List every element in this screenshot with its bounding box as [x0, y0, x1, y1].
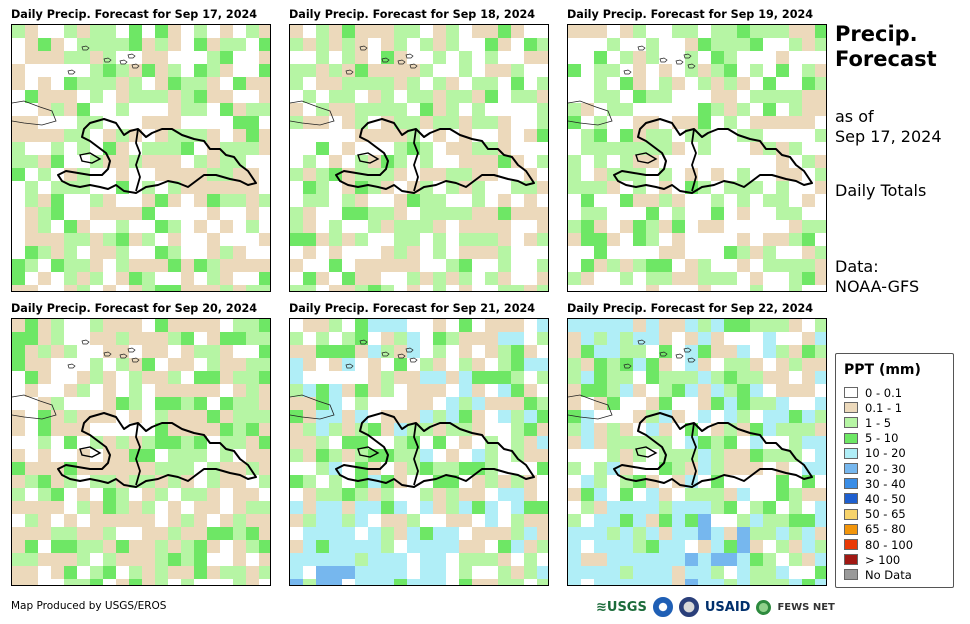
- country-border: [691, 128, 697, 192]
- agency-logos: ≋USGS USAID FEWS NET: [596, 596, 835, 618]
- country-border: [413, 128, 419, 192]
- legend-item: 65 - 80: [844, 522, 906, 537]
- noaa-logo-icon: [652, 597, 673, 617]
- legend-swatch: [844, 493, 858, 505]
- hispaniola-outline: [57, 118, 257, 194]
- legend-item: 1 - 5: [844, 415, 891, 430]
- forecast-title-line1: Precip.: [835, 22, 918, 46]
- legend-swatch: [844, 539, 858, 550]
- forecast-title-line2: Forecast: [835, 47, 937, 71]
- legend-item: 20 - 30: [844, 461, 906, 476]
- legend-item: 5 - 10: [844, 431, 898, 446]
- legend-swatch: [844, 523, 858, 535]
- hispaniola-outline: [613, 118, 813, 194]
- legend-label: 0 - 0.1: [865, 385, 903, 400]
- legend-item: 80 - 100: [844, 537, 913, 552]
- legend-label: 0.1 - 1: [865, 400, 903, 415]
- as-of-label: as of: [835, 107, 874, 126]
- usgs-logo: ≋USGS: [596, 599, 647, 615]
- daily-totals-label: Daily Totals: [835, 181, 927, 200]
- legend-item: > 100: [844, 552, 900, 567]
- panel-title-sep21: Daily Precip. Forecast for Sep 21, 2024: [289, 302, 536, 315]
- legend-swatch: [844, 554, 858, 566]
- legend-swatch: [844, 463, 858, 474]
- forecast-title: Precip. Forecast: [835, 22, 937, 72]
- panel-title-sep18: Daily Precip. Forecast for Sep 18, 2024: [289, 8, 536, 21]
- country-border: [413, 422, 419, 486]
- country-border: [691, 422, 697, 486]
- legend-swatch: [844, 478, 858, 490]
- precip-map-sep17: [12, 25, 270, 291]
- legend-label: 65 - 80: [865, 522, 906, 537]
- legend-label: 30 - 40: [865, 476, 906, 491]
- legend-swatch: [844, 447, 858, 459]
- legend-label: 10 - 20: [865, 446, 906, 461]
- data-source: Data: NOAA-GFS: [835, 257, 919, 297]
- fews-net-globe-icon: [756, 599, 772, 615]
- map-panel-sep19: [567, 24, 827, 292]
- legend-label: 20 - 30: [865, 461, 906, 476]
- legend-item: 30 - 40: [844, 476, 906, 491]
- map-panel-sep17: [11, 24, 271, 292]
- legend-item: 40 - 50: [844, 491, 906, 506]
- legend-swatch: [844, 417, 858, 429]
- country-border: [135, 128, 141, 192]
- hispaniola-outline: [613, 412, 813, 488]
- map-panel-sep20: [11, 318, 271, 586]
- legend-item: 50 - 65: [844, 507, 906, 522]
- legend-label: 40 - 50: [865, 491, 906, 506]
- legend-label: No Data: [865, 567, 912, 582]
- legend-label: 1 - 5: [865, 415, 892, 430]
- as-of-date: as of Sep 17, 2024: [835, 107, 942, 147]
- legend-item: No Data: [844, 567, 912, 582]
- precip-map-sep22: [568, 319, 826, 585]
- precip-map-sep21: [290, 319, 548, 585]
- map-panel-sep21: [289, 318, 549, 586]
- legend-swatch: [844, 402, 858, 414]
- legend-swatch: [844, 508, 858, 520]
- map-panel-sep22: [567, 318, 827, 586]
- panel-title-sep19: Daily Precip. Forecast for Sep 19, 2024: [567, 8, 814, 21]
- panel-title-sep22: Daily Precip. Forecast for Sep 22, 2024: [567, 302, 814, 315]
- legend-item: 10 - 20: [844, 446, 906, 461]
- panel-title-sep20: Daily Precip. Forecast for Sep 20, 2024: [11, 302, 258, 315]
- precip-map-sep20: [12, 319, 270, 585]
- fews-net-logo: FEWS NET: [777, 601, 835, 613]
- usaid-logo: USAID: [704, 599, 751, 615]
- legend-swatch: [844, 387, 858, 398]
- map-panel-sep18: [289, 24, 549, 292]
- country-border: [135, 422, 141, 486]
- precip-map-sep19: [568, 25, 826, 291]
- legend-swatch: [844, 432, 858, 444]
- legend-swatch: [844, 569, 858, 581]
- data-source-label: Data:: [835, 257, 879, 276]
- panel-title-sep17: Daily Precip. Forecast for Sep 17, 2024: [11, 8, 258, 21]
- legend-label: 5 - 10: [865, 431, 899, 446]
- state-dept-seal-icon: [678, 597, 699, 617]
- legend-item: 0.1 - 1: [844, 400, 902, 415]
- legend-item: 0 - 0.1: [844, 385, 902, 400]
- legend-title: PPT (mm): [844, 362, 921, 378]
- legend-label: 80 - 100: [865, 537, 914, 552]
- data-source-value: NOAA-GFS: [835, 277, 920, 296]
- hispaniola-outline: [335, 118, 535, 194]
- legend-label: > 100: [865, 552, 901, 567]
- hispaniola-outline: [57, 412, 257, 488]
- hispaniola-outline: [335, 412, 535, 488]
- map-credit: Map Produced by USGS/EROS: [11, 600, 167, 612]
- as-of-value: Sep 17, 2024: [835, 127, 942, 146]
- precip-map-sep18: [290, 25, 548, 291]
- legend-label: 50 - 65: [865, 507, 906, 522]
